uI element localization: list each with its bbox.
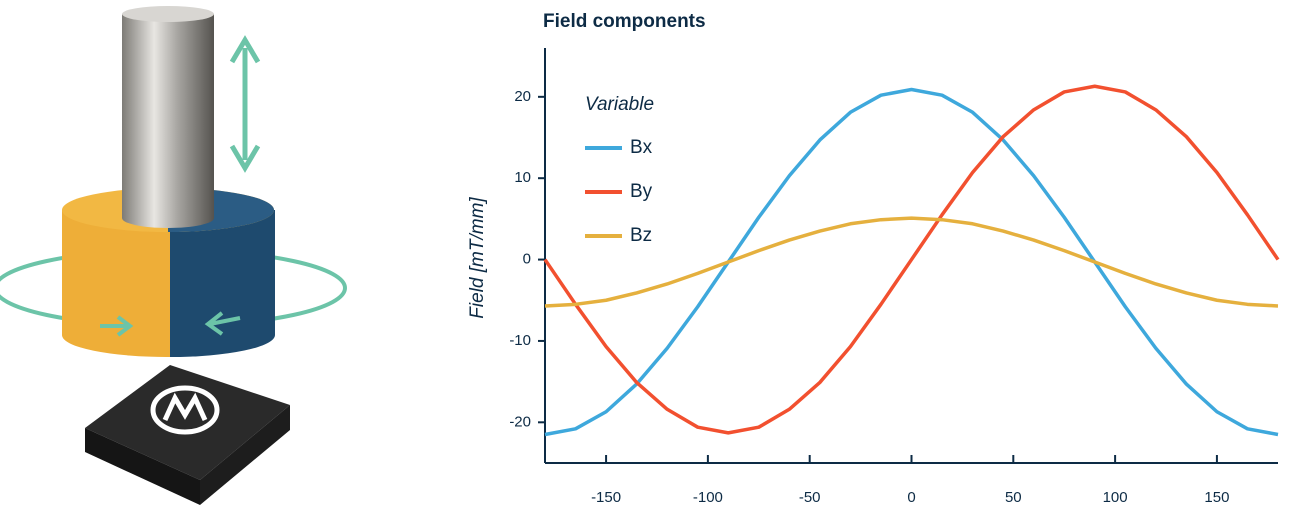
chip-logo (150, 385, 220, 435)
rod-top (122, 6, 214, 22)
chart-title: Field components (543, 11, 706, 32)
chip-side (200, 405, 290, 505)
line (544, 216, 1279, 308)
x-tick-label: -150 (591, 489, 621, 506)
chip-side (85, 428, 200, 505)
line (544, 87, 1279, 437)
x-tick-label: -100 (693, 489, 723, 506)
legend-label: Bx (630, 137, 653, 158)
chip-logo (162, 392, 208, 422)
updown-arrow (229, 35, 261, 173)
magnet-blue (170, 210, 275, 357)
x-tick-label: 50 (1005, 489, 1022, 506)
y-tick-label: 20 (514, 88, 531, 105)
chip-top (85, 365, 290, 480)
arrow (204, 311, 241, 336)
x-tick-label: -50 (799, 489, 821, 506)
y-tick-label: 0 (523, 251, 531, 268)
steel-rod (122, 14, 214, 228)
x-tick-label: 100 (1103, 489, 1128, 506)
y-tick-label: -20 (509, 413, 531, 430)
line (543, 84, 1280, 435)
illustration (0, 6, 347, 505)
x-tick-label: 0 (907, 489, 915, 506)
magnet-yellow (61, 210, 171, 358)
legend-label: Bz (630, 225, 652, 246)
y-tick-label: -10 (509, 332, 531, 349)
y-axis-label: Field [mT/mm] (467, 197, 488, 319)
legend-title: Variable (585, 94, 654, 115)
arrow (100, 315, 134, 337)
legend-label: By (630, 181, 653, 202)
x-tick-label: 150 (1204, 489, 1229, 506)
y-tick-label: 10 (514, 169, 531, 186)
